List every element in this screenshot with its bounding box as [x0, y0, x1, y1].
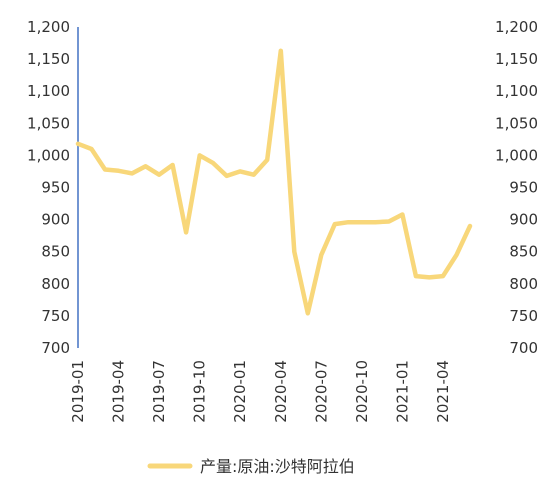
- x-tick-label: 2019-07: [150, 360, 168, 423]
- y-tick-label-left: 700: [41, 339, 70, 357]
- x-tick-label: 2019-10: [191, 360, 209, 423]
- y-tick-label-right: 1,050: [495, 114, 538, 132]
- y-tick-label-left: 1,200: [27, 18, 70, 36]
- y-tick-label-right: 1,200: [495, 18, 538, 36]
- y-tick-label-left: 750: [41, 307, 70, 325]
- x-tick-label: 2021-04: [434, 360, 452, 423]
- legend-label: 产量:原油:沙特阿拉伯: [200, 457, 355, 476]
- y-tick-label-left: 800: [41, 275, 70, 293]
- y-tick-label-left: 1,150: [27, 50, 70, 68]
- y-tick-label-right: 1,000: [495, 146, 538, 164]
- y-tick-label-left: 850: [41, 243, 70, 261]
- x-axis: 2019-01 2019-04 2019-07 2019-10 2020-01 2020-…: [69, 360, 452, 423]
- x-tick-label: 2020-07: [312, 360, 330, 423]
- y-tick-label-right: 750: [509, 307, 538, 325]
- y-tick-label-left: 900: [41, 211, 70, 229]
- y-tick-label-right: 700: [509, 339, 538, 357]
- series-line-0: [75, 48, 473, 316]
- x-tick-label: 2020-01: [231, 360, 249, 423]
- y-tick-label-right: 850: [509, 243, 538, 261]
- y-tick-label-right: 1,100: [495, 82, 538, 100]
- x-tick-label: 2021-01: [393, 360, 411, 423]
- y-tick-label-left: 1,000: [27, 146, 70, 164]
- x-tick-label: 2019-04: [110, 360, 128, 423]
- x-tick-label: 2020-10: [353, 360, 371, 423]
- y-tick-label-right: 800: [509, 275, 538, 293]
- y-tick-label-left: 950: [41, 179, 70, 197]
- x-tick-label: 2019-01: [69, 360, 87, 423]
- series-layer: [75, 48, 473, 316]
- legend: 产量:原油:沙特阿拉伯: [147, 457, 355, 476]
- y-tick-label-left: 1,050: [27, 114, 70, 132]
- y-tick-label-right: 900: [509, 211, 538, 229]
- y-tick-label-left: 1,100: [27, 82, 70, 100]
- left-y-axis: 1,200 1,150 1,100 1,050 1,000 950 900 850 800 750…: [27, 18, 79, 357]
- y-tick-label-right: 950: [509, 179, 538, 197]
- right-y-axis: 1,200 1,150 1,100 1,050 1,000 950 900 850 800 750…: [495, 18, 538, 357]
- x-tick-label: 2020-04: [272, 360, 290, 423]
- y-tick-label-right: 1,150: [495, 50, 538, 68]
